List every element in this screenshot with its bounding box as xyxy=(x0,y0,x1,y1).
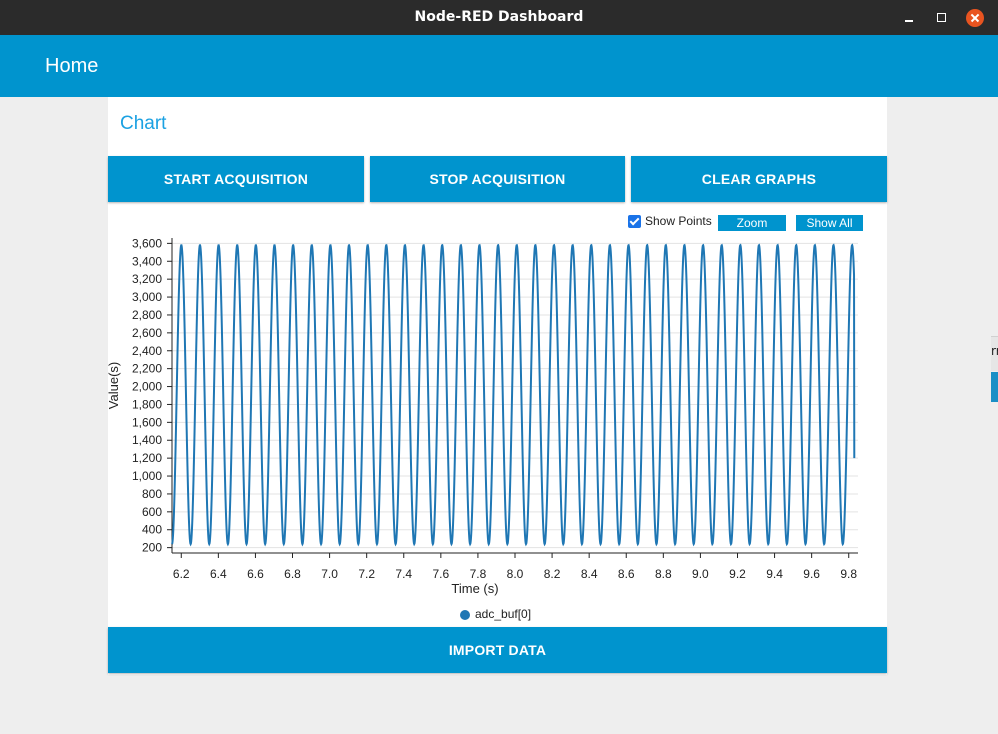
legend-marker xyxy=(460,610,470,620)
x-tick-label: 8.2 xyxy=(544,567,561,581)
x-tick-label: 8.8 xyxy=(655,567,672,581)
y-axis-label: Value(s) xyxy=(106,362,121,409)
x-tick-label: 6.4 xyxy=(210,567,227,581)
edge-text-panel: rr xyxy=(991,336,998,371)
y-tick-label: 2,200 xyxy=(132,362,162,376)
card-title: Chart xyxy=(120,113,167,134)
y-tick-label: 400 xyxy=(142,523,162,537)
y-tick-label: 800 xyxy=(142,487,162,501)
x-tick-label: 6.2 xyxy=(173,567,190,581)
y-tick-label: 1,000 xyxy=(132,469,162,483)
window-titlebar: Node-RED Dashboard xyxy=(0,0,998,35)
x-tick-label: 9.0 xyxy=(692,567,709,581)
x-tick-label: 9.6 xyxy=(803,567,820,581)
y-tick-label: 3,400 xyxy=(132,254,162,268)
x-tick-label: 7.2 xyxy=(358,567,375,581)
clear-graphs-button[interactable]: CLEAR GRAPHS xyxy=(631,156,887,202)
x-tick-label: 7.0 xyxy=(321,567,338,581)
y-tick-label: 600 xyxy=(142,505,162,519)
close-icon[interactable] xyxy=(966,9,984,27)
maximize-icon[interactable] xyxy=(933,9,951,27)
y-tick-label: 2,000 xyxy=(132,380,162,394)
y-tick-label: 3,000 xyxy=(132,290,162,304)
minimize-icon[interactable] xyxy=(900,9,918,27)
x-tick-label: 6.6 xyxy=(247,567,264,581)
page-title: Home xyxy=(45,55,99,77)
y-tick-label: 2,600 xyxy=(132,326,162,340)
y-tick-label: 1,800 xyxy=(132,397,162,411)
start-acquisition-button[interactable]: START ACQUISITION xyxy=(108,156,364,202)
x-tick-label: 9.2 xyxy=(729,567,746,581)
y-tick-label: 2,800 xyxy=(132,308,162,322)
app-header: Home xyxy=(0,35,998,97)
y-tick-label: 2,400 xyxy=(132,344,162,358)
x-tick-label: 7.8 xyxy=(470,567,487,581)
show-points-label: Show Points xyxy=(645,214,712,228)
y-tick-label: 1,400 xyxy=(132,433,162,447)
window-title: Node-RED Dashboard xyxy=(414,9,584,25)
y-tick-label: 1,200 xyxy=(132,451,162,465)
x-axis-label: Time (s) xyxy=(451,581,498,596)
stop-acquisition-button[interactable]: STOP ACQUISITION xyxy=(370,156,625,202)
show-points-checkbox[interactable] xyxy=(628,215,641,228)
zoom-button[interactable]: Zoom xyxy=(718,215,786,231)
edge-text: rr xyxy=(991,344,998,358)
y-tick-label: 200 xyxy=(142,541,162,555)
y-tick-label: 3,600 xyxy=(132,236,162,250)
x-tick-label: 7.6 xyxy=(432,567,449,581)
x-tick-label: 8.4 xyxy=(581,567,598,581)
x-tick-label: 7.4 xyxy=(395,567,412,581)
series-line-adc-buf-0 xyxy=(171,243,856,547)
x-tick-label: 8.0 xyxy=(507,567,524,581)
legend-label: adc_buf[0] xyxy=(475,607,532,621)
x-tick-label: 8.6 xyxy=(618,567,635,581)
x-tick-label: 9.8 xyxy=(840,567,857,581)
x-tick-label: 9.4 xyxy=(766,567,783,581)
x-tick-label: 6.8 xyxy=(284,567,301,581)
y-tick-label: 1,600 xyxy=(132,415,162,429)
show-all-button[interactable]: Show All xyxy=(796,215,863,231)
import-data-button[interactable]: IMPORT DATA xyxy=(108,627,887,673)
edge-accent-bar xyxy=(991,372,998,402)
y-tick-label: 3,200 xyxy=(132,272,162,286)
